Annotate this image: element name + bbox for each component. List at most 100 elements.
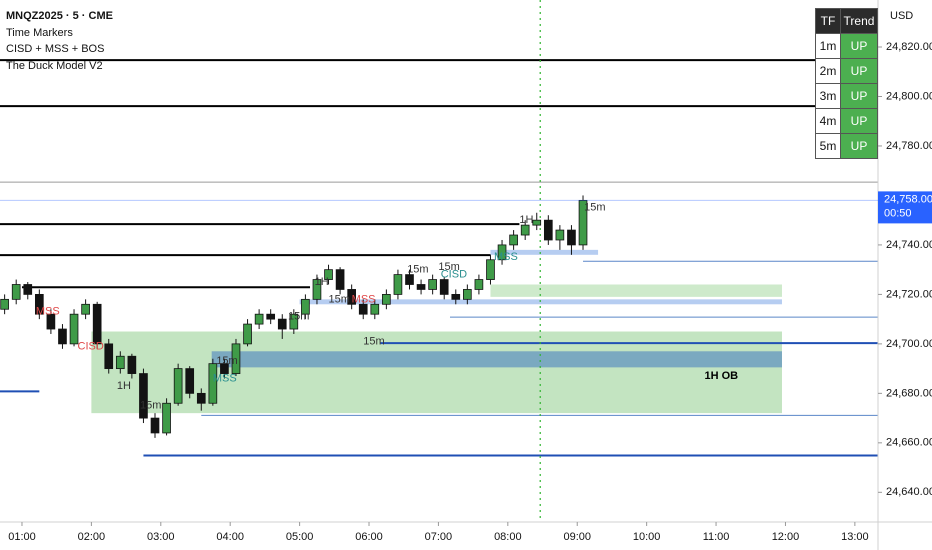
candle-body [416,284,426,290]
annotation: 1H [117,380,131,392]
annotation: CISD [441,269,467,281]
x-tick-label: 13:00 [841,531,869,543]
candle-body [347,289,356,305]
symbol: MNQZ2025 · 5 · CME [6,10,113,22]
table-cell: 1m [815,33,841,59]
candle-body [34,293,44,315]
candle-body [567,229,576,246]
candle-body [81,303,90,315]
candle-body [162,402,171,434]
candle-body [301,298,310,315]
candle-body [358,303,368,315]
candle-body [196,392,206,404]
annotation: 15m [140,400,161,412]
candle-body [393,274,403,295]
candle-body [173,368,183,404]
candle-body [497,244,507,261]
candle-body [58,328,67,345]
candle-body [46,313,56,330]
candle-body [23,284,33,295]
candle-body [277,318,287,330]
candle-body [335,269,345,290]
candle-body [11,284,21,300]
table-row: 1m UP [815,33,878,59]
x-tick-label: 12:00 [772,531,800,543]
annotation: MSS [352,293,376,305]
candle-body [254,313,264,325]
candle-body [115,355,125,370]
candle-body [382,293,391,305]
candle-body [486,259,495,280]
table-cell: 5m [815,133,841,159]
candle-body [312,279,322,300]
zone [211,351,782,368]
candle-body [220,363,229,374]
y-tick-label: 24,800.00 [886,90,932,102]
x-tick-label: 09:00 [563,531,591,543]
currency: USD [890,10,913,22]
countdown-label: 00:50 [884,207,912,219]
table-cell: UP [840,133,878,159]
last-price-label: 24,758.00 [884,193,932,205]
table-cell: UP [840,83,878,109]
annotation: 15m [329,293,350,305]
y-tick-label: 24,700.00 [886,338,932,350]
table-cell: UP [840,58,878,84]
candle-body [69,313,79,345]
candle-body [543,219,553,241]
candle-body [0,298,9,310]
y-tick-label: 24,740.00 [886,239,932,251]
annotation: MSS [213,372,237,384]
annotation: 15m [584,202,605,214]
candle-body [370,303,380,315]
table-cell: Trend [840,8,878,34]
candle-body [555,229,565,241]
table-cell: TF [815,8,841,34]
table-row: 3m UP [815,83,878,109]
trend-table: TF Trend 1m UP 2m UP 3m UP 4m UP 5m UP [815,8,878,159]
annotation: 15m [438,261,459,273]
table-row: 2m UP [815,58,878,84]
candle-body [463,289,472,300]
zone [490,249,599,255]
candle-body [532,219,542,226]
annotation: CISD [78,340,104,352]
zone [91,331,782,414]
candle-body [127,355,137,374]
candle-body [139,373,148,419]
y-tick-label: 24,640.00 [886,486,932,498]
x-tick-label: 11:00 [703,531,730,543]
annotation: 15m [363,335,384,347]
candle-body [104,343,114,370]
annotation: 1H [519,214,533,226]
candle-body [243,323,252,345]
table-cell: UP [840,108,878,134]
x-tick-label: 01:00 [8,531,36,543]
x-tick-label: 04:00 [216,531,244,543]
annotation: MSS [36,306,60,318]
x-tick-label: 03:00 [147,531,175,543]
annotation: 15m [288,311,309,323]
candle-body [92,303,102,345]
legend-header: MNQZ2025 · 5 · CME Time Markers CISD + M… [6,8,113,74]
candle-body [324,269,333,280]
y-tick-label: 24,780.00 [886,140,932,152]
y-tick-label: 24,820.00 [886,41,932,53]
x-tick-label: 10:00 [633,531,661,543]
candle-body [451,293,461,300]
y-tick-label: 24,720.00 [886,288,932,300]
y-tick-label: 24,680.00 [886,387,932,399]
indicator: The Duck Model V2 [6,59,103,72]
table-cell: 3m [815,83,841,109]
table-row: 4m UP [815,108,878,134]
candle-body [185,368,195,394]
candle-body [150,417,160,434]
candle-body [405,274,414,285]
table-cell: UP [840,33,878,59]
candle-body [266,313,276,320]
zone [490,284,782,297]
indicator: Time Markers [6,26,73,39]
time-axis [0,522,932,550]
